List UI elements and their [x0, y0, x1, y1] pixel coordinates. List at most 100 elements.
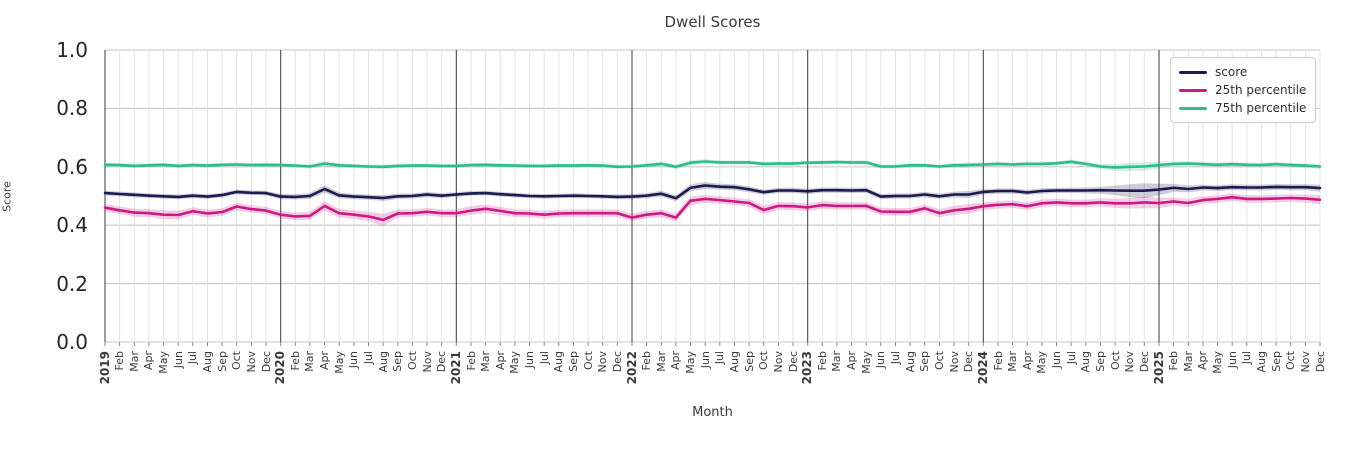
y-tick-label: 1.0 — [56, 38, 88, 62]
x-tick-label: Jul — [1240, 351, 1254, 365]
x-tick-label: Oct — [1108, 351, 1122, 371]
x-tick-label: Dec — [962, 351, 976, 373]
x-tick-label: Dec — [435, 351, 449, 373]
legend-item-score: score — [1179, 63, 1307, 81]
x-tick-label: 2023 — [800, 351, 815, 385]
x-tick-label: Nov — [244, 351, 258, 373]
x-tick-label: Dec — [786, 351, 800, 373]
x-axis-label: Month — [692, 405, 733, 420]
x-tick-label: Jul — [1064, 351, 1078, 365]
x-tick-label: Aug — [903, 351, 917, 373]
x-tick-label: Jul — [537, 351, 551, 365]
x-tick-label: Mar — [1181, 351, 1195, 372]
x-tick-label: Dec — [259, 351, 273, 373]
score-line-swatch — [1179, 70, 1207, 74]
x-tick-label: Feb — [1167, 351, 1181, 371]
x-tick-label: Jun — [171, 351, 185, 369]
legend-label-score: score — [1215, 65, 1248, 79]
x-tick-label: 2021 — [448, 351, 463, 385]
x-tick-label: Apr — [1196, 351, 1210, 371]
x-tick-label: Mar — [303, 351, 317, 372]
legend-label-75th-percentile: 75th percentile — [1215, 101, 1307, 115]
x-tick-label: 2022 — [624, 351, 639, 385]
x-tick-label: May — [508, 351, 522, 374]
x-tick-label: Aug — [552, 351, 566, 373]
75th-percentile-line-swatch — [1179, 106, 1207, 110]
legend-item-25th-percentile: 25th percentile — [1179, 81, 1307, 99]
25th-percentile-line-swatch — [1179, 88, 1207, 92]
x-tick-label: Jul — [362, 351, 375, 365]
x-tick-label: Mar — [830, 351, 844, 372]
legend: score 25th percentile 75th percentile — [1170, 57, 1316, 123]
x-tick-label: Jul — [713, 351, 727, 365]
x-tick-label: Jun — [1050, 351, 1063, 369]
x-tick-label: Apr — [493, 351, 507, 371]
x-tick-label: Apr — [142, 351, 156, 371]
x-tick-label: Jul — [889, 351, 902, 365]
x-tick-label: Apr — [845, 351, 859, 371]
x-tick-label: Jul — [186, 351, 200, 365]
x-tick-label: Oct — [757, 351, 771, 371]
x-tick-label: 2020 — [273, 351, 288, 385]
x-tick-label: Mar — [1006, 351, 1020, 372]
x-tick-label: Oct — [581, 351, 595, 371]
x-tick-label: Nov — [771, 351, 785, 373]
y-tick-label: 0.2 — [56, 271, 88, 296]
x-tick-label: Feb — [113, 351, 127, 371]
legend-item-75th-percentile: 75th percentile — [1179, 99, 1307, 117]
x-tick-label: Sep — [391, 351, 405, 372]
x-tick-label: Oct — [405, 351, 419, 371]
x-tick-label: Dec — [610, 351, 624, 373]
x-tick-label: Nov — [1298, 351, 1312, 373]
x-tick-label: Mar — [654, 351, 668, 372]
x-tick-label: Oct — [1284, 351, 1298, 371]
x-tick-label: 2025 — [1151, 351, 1166, 385]
x-tick-label: May — [1035, 351, 1049, 374]
x-tick-label: Jun — [698, 351, 712, 369]
x-tick-label: Nov — [596, 351, 610, 373]
x-tick-label: Feb — [464, 351, 478, 371]
x-tick-label: Aug — [376, 351, 390, 373]
x-tick-label: 2019 — [97, 351, 112, 385]
x-tick-label: May — [1211, 351, 1224, 374]
y-tick-label: 0.6 — [56, 154, 88, 179]
x-tick-label: Sep — [566, 351, 580, 372]
x-tick-label: Feb — [815, 351, 829, 371]
x-tick-label: Aug — [201, 351, 214, 373]
x-tick-label: Jun — [523, 351, 536, 369]
x-tick-label: Sep — [215, 351, 229, 372]
x-tick-label: May — [157, 351, 171, 374]
x-tick-label: Sep — [742, 351, 756, 372]
x-tick-label: May — [684, 351, 697, 374]
legend-label-25th-percentile: 25th percentile — [1215, 83, 1307, 97]
x-tick-label: Oct — [932, 351, 946, 371]
x-tick-label: Oct — [230, 351, 244, 371]
x-tick-label: Jun — [1225, 351, 1239, 369]
x-tick-label: Feb — [991, 351, 1005, 371]
x-tick-label: Jun — [874, 351, 888, 369]
x-tick-label: May — [859, 351, 873, 374]
x-tick-label: Sep — [1093, 351, 1107, 372]
x-tick-label: Jun — [347, 351, 361, 369]
x-tick-label: Dec — [1313, 351, 1327, 373]
x-tick-label: Apr — [318, 351, 332, 371]
y-tick-label: 0.0 — [56, 330, 88, 354]
x-tick-label: Mar — [127, 351, 141, 372]
chart-title: Dwell Scores — [664, 13, 761, 31]
x-tick-label: Sep — [1269, 351, 1283, 372]
y-tick-label: 0.8 — [56, 96, 88, 121]
x-tick-label: 2024 — [975, 351, 990, 385]
y-tick-label: 0.4 — [56, 213, 88, 238]
x-tick-label: Apr — [1020, 351, 1034, 371]
x-tick-label: Dec — [1137, 351, 1151, 373]
x-tick-label: Mar — [479, 351, 493, 372]
x-tick-label: Aug — [728, 351, 741, 373]
x-tick-label: Apr — [669, 351, 683, 371]
x-tick-label: Sep — [918, 351, 932, 372]
x-tick-label: May — [332, 351, 346, 374]
x-tick-label: Feb — [288, 351, 302, 371]
x-tick-label: Aug — [1254, 351, 1268, 373]
x-tick-label: Nov — [1123, 351, 1137, 373]
